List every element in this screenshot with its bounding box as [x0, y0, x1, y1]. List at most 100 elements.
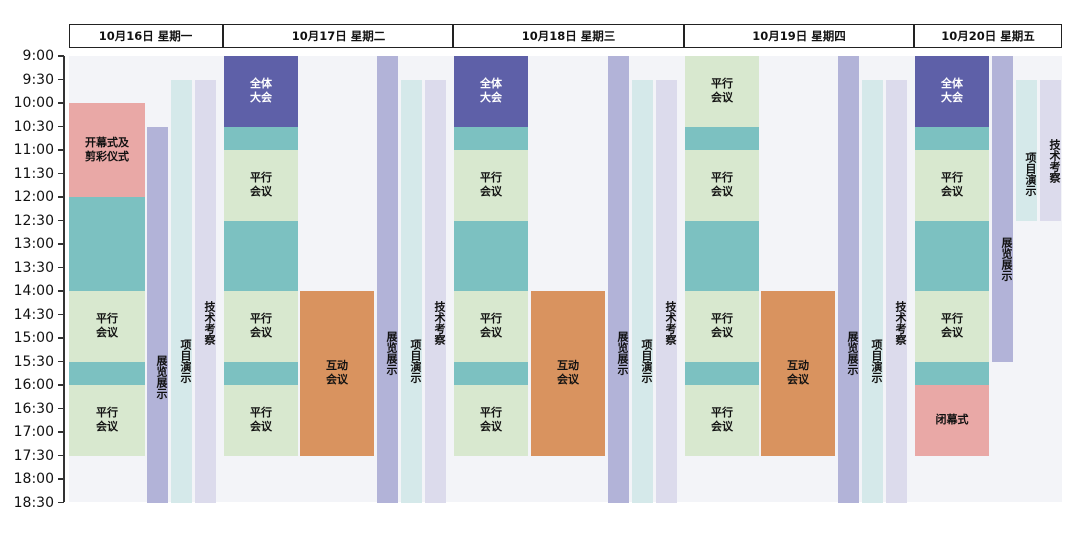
demo-block: 项目演示 — [1016, 79, 1037, 221]
time-tick — [58, 290, 64, 292]
time-tick — [58, 360, 64, 363]
parallel-block: 平行 会议 — [224, 291, 298, 362]
break-block — [915, 126, 989, 150]
parallel-block: 平行 会议 — [224, 385, 298, 456]
opening-block: 开幕式及 剪彩仪式 — [69, 103, 145, 197]
exhibition-block: 展览展示 — [608, 56, 629, 503]
parallel-block: 平行 会议 — [685, 385, 759, 456]
break-block — [224, 220, 298, 291]
parallel-block: 平行 会议 — [685, 150, 759, 221]
interactive-block: 互动 会议 — [531, 291, 605, 456]
interactive-block: 互动 会议 — [300, 291, 374, 456]
time-tick — [58, 337, 64, 339]
time-tick — [58, 384, 64, 386]
exhibition-block: 展览展示 — [838, 56, 859, 503]
time-tick — [58, 454, 64, 457]
break-block — [69, 361, 145, 385]
exhibition-block: 展览展示 — [377, 56, 398, 503]
day-header: 10月20日 星期五 — [941, 29, 1035, 43]
break-block — [915, 220, 989, 291]
break-block — [454, 126, 528, 150]
day-header-separator — [222, 24, 224, 48]
day-header: 10月17日 星期二 — [291, 29, 386, 43]
day-header: 10月18日 星期三 — [521, 29, 616, 43]
tech-tour-block: 技术考察 — [1040, 79, 1061, 221]
tech-tour-block: 技术考察 — [195, 79, 216, 503]
time-label: 10:30 — [13, 118, 54, 135]
exhibition-block: 展览展示 — [992, 56, 1013, 362]
time-label: 18:30 — [13, 494, 54, 511]
time-label: 15:30 — [13, 353, 54, 370]
parallel-block: 平行 会议 — [685, 56, 759, 127]
day-header-separator — [452, 24, 454, 48]
tech-tour-block: 技术考察 — [425, 79, 446, 503]
break-block — [454, 361, 528, 385]
break-block — [454, 220, 528, 291]
tech-tour-block: 技术考察 — [886, 79, 907, 503]
time-label: 14:30 — [13, 306, 54, 323]
break-block — [69, 197, 145, 291]
time-label: 10:00 — [13, 95, 54, 111]
demo-block: 项目演示 — [171, 79, 192, 503]
time-label: 16:30 — [13, 400, 54, 417]
time-label: 16:00 — [13, 377, 54, 393]
time-tick — [58, 125, 64, 128]
time-axis-line — [63, 56, 65, 502]
time-label: 9:30 — [22, 71, 54, 88]
demo-block: 项目演示 — [632, 79, 653, 503]
parallel-block: 平行 会议 — [224, 150, 298, 221]
time-tick — [58, 243, 64, 245]
time-tick — [58, 78, 64, 81]
parallel-block: 平行 会议 — [69, 385, 145, 456]
tech-tour-block: 技术考察 — [656, 79, 677, 503]
break-block — [685, 126, 759, 150]
time-label: 12:30 — [13, 212, 54, 229]
time-label: 12:00 — [13, 189, 54, 205]
time-tick — [58, 219, 64, 222]
break-block — [685, 220, 759, 291]
time-label: 13:00 — [13, 236, 54, 252]
time-label: 14:00 — [13, 283, 54, 299]
demo-block: 项目演示 — [862, 79, 883, 503]
time-tick — [58, 431, 64, 433]
time-tick — [58, 102, 64, 104]
time-label: 9:00 — [22, 48, 54, 64]
break-block — [224, 126, 298, 150]
time-label: 17:00 — [13, 424, 54, 440]
plenary-block: 全体 大会 — [224, 56, 298, 127]
time-label: 13:30 — [13, 259, 54, 276]
demo-block: 项目演示 — [401, 79, 422, 503]
time-tick — [58, 266, 64, 269]
time-tick — [58, 478, 64, 480]
exhibition-block: 展览展示 — [147, 126, 168, 503]
time-label: 18:00 — [13, 471, 54, 487]
plenary-block: 全体 大会 — [454, 56, 528, 127]
time-tick — [58, 196, 64, 198]
parallel-block: 平行 会议 — [454, 385, 528, 456]
interactive-block: 互动 会议 — [761, 291, 835, 456]
break-block — [224, 361, 298, 385]
time-label: 15:00 — [13, 330, 54, 346]
time-tick — [58, 501, 64, 504]
time-tick — [58, 55, 64, 57]
day-header-separator — [913, 24, 915, 48]
plenary-block: 全体 大会 — [915, 56, 989, 127]
parallel-block: 平行 会议 — [69, 291, 145, 362]
time-tick — [58, 313, 64, 316]
day-header: 10月16日 星期一 — [98, 29, 193, 43]
time-tick — [58, 149, 64, 151]
time-label: 11:00 — [13, 142, 54, 158]
time-tick — [58, 172, 64, 175]
day-header-bar — [69, 24, 1062, 48]
day-header: 10月19日 星期四 — [752, 29, 846, 43]
break-block — [915, 361, 989, 385]
time-tick — [58, 407, 64, 410]
parallel-block: 平行 会议 — [685, 291, 759, 362]
parallel-block: 平行 会议 — [454, 291, 528, 362]
parallel-block: 平行 会议 — [915, 150, 989, 221]
time-label: 11:30 — [13, 165, 54, 182]
parallel-block: 平行 会议 — [454, 150, 528, 221]
time-label: 17:30 — [13, 447, 54, 464]
break-block — [685, 361, 759, 385]
